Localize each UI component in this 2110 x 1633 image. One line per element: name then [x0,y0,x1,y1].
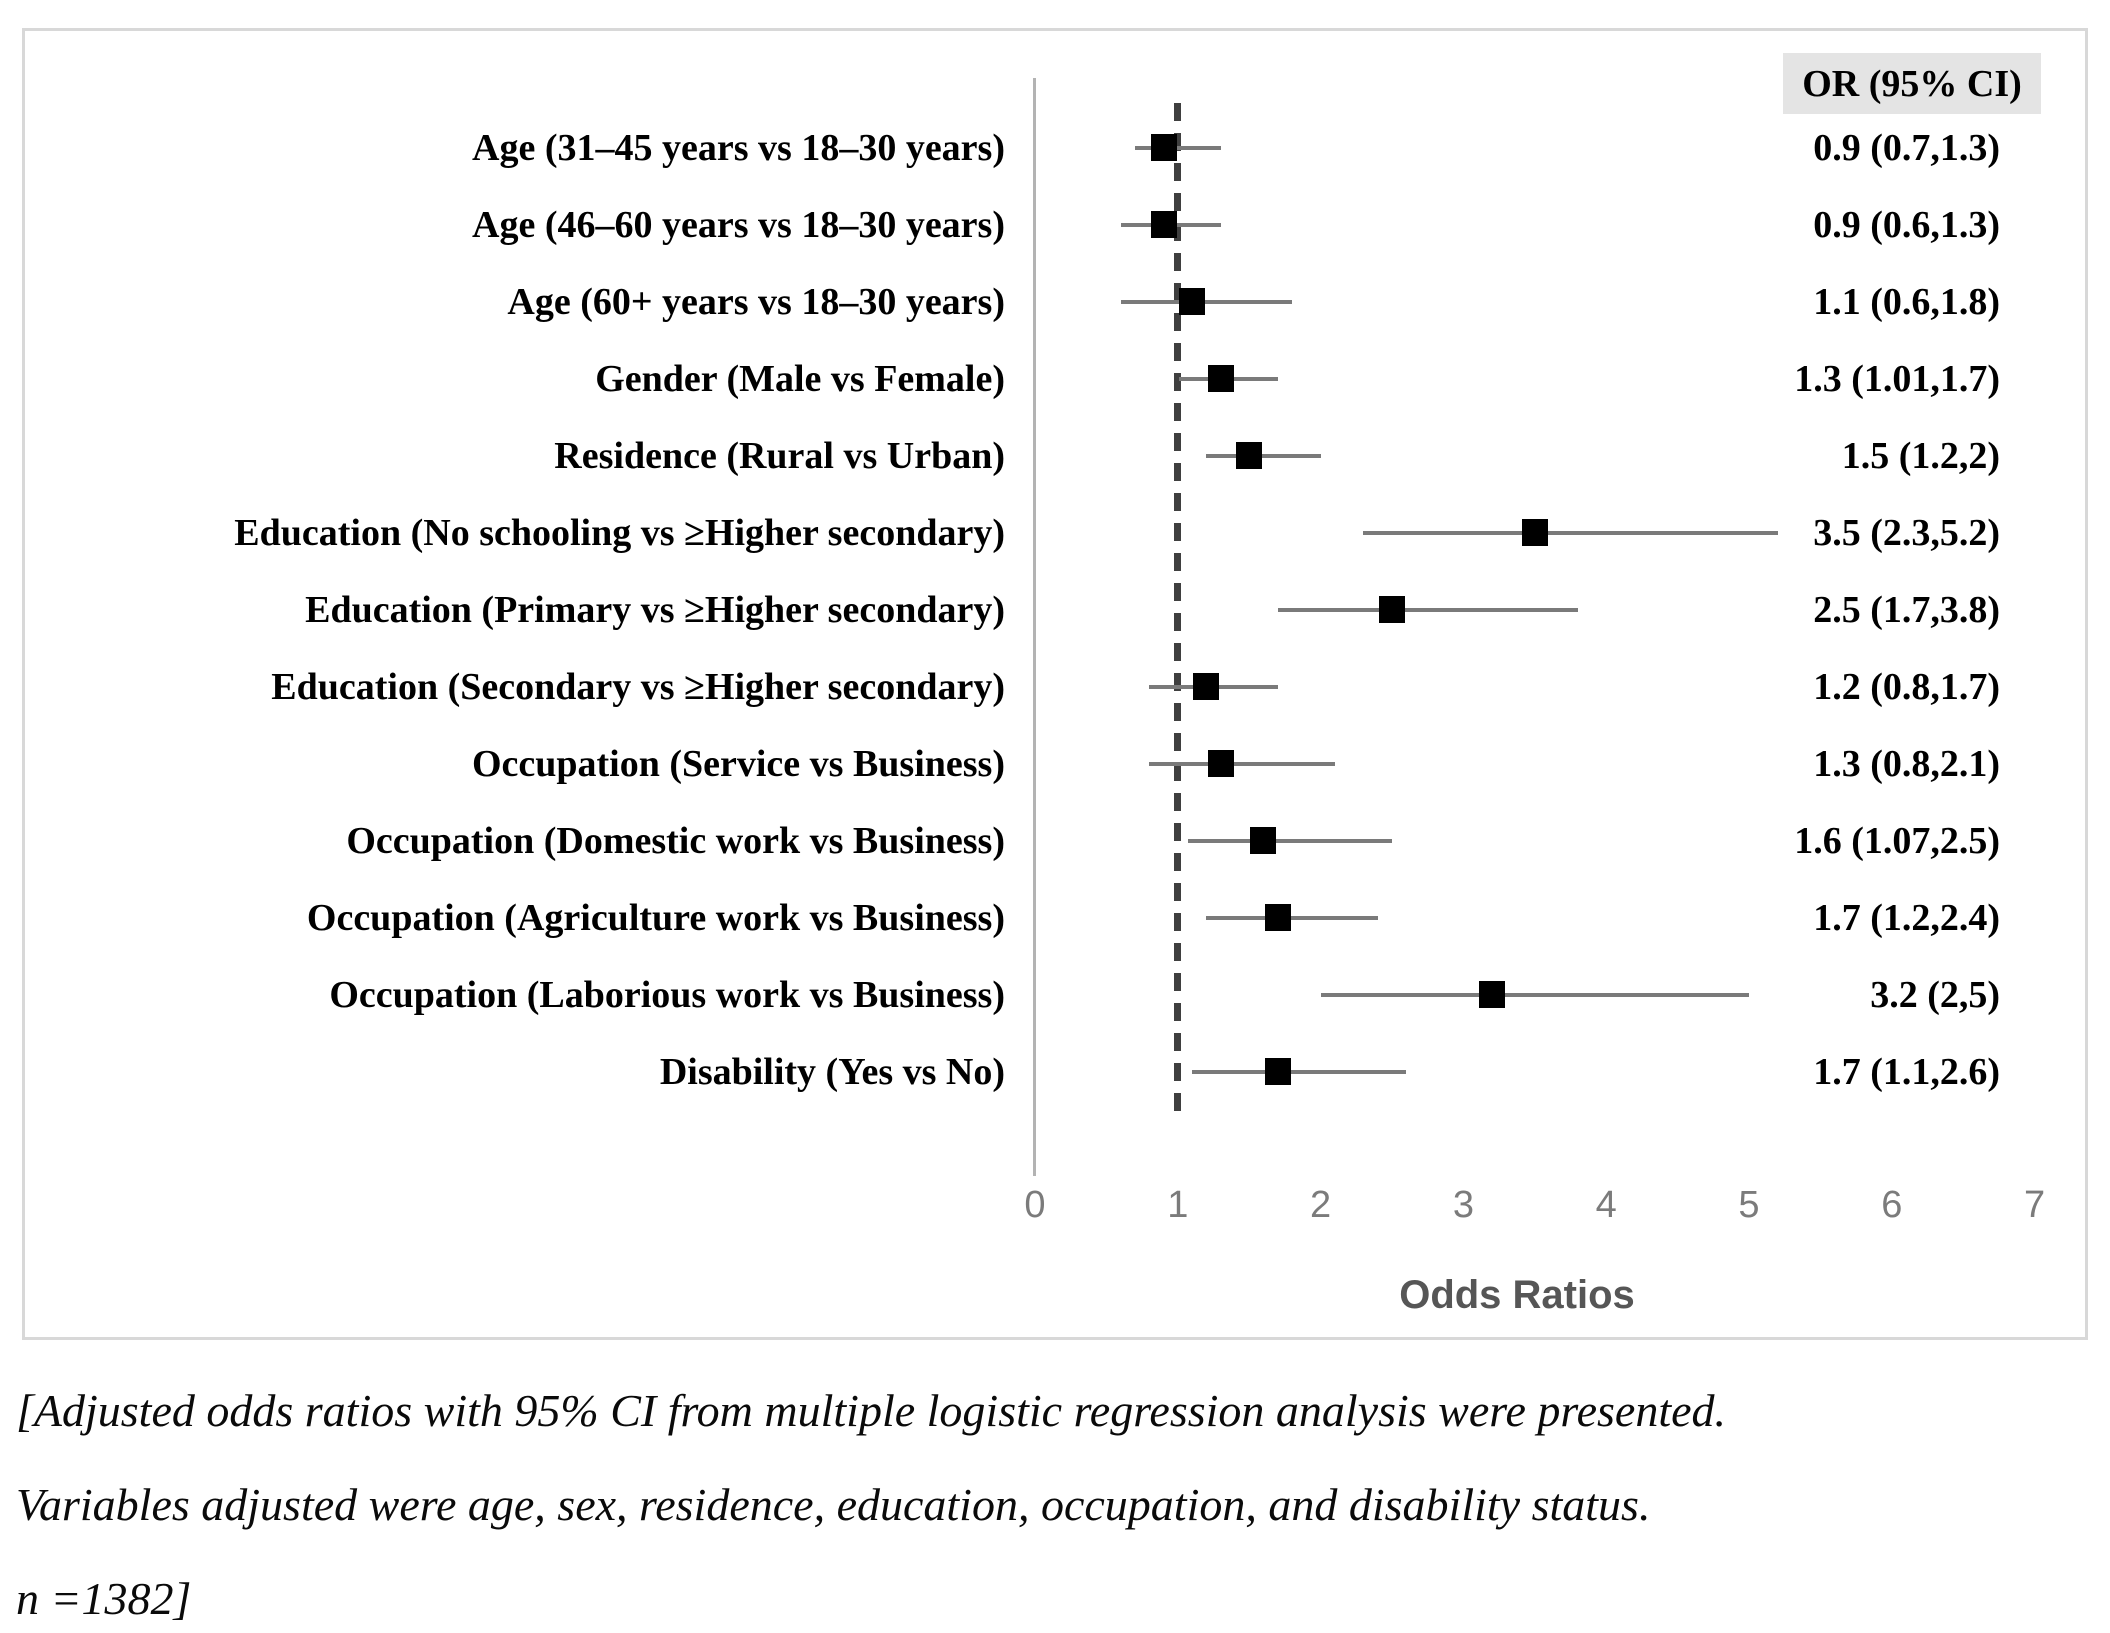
row-label: Age (46–60 years vs 18–30 years) [472,204,1005,246]
or-marker [1150,134,1177,161]
ci-whisker [1187,839,1392,843]
or-marker [1379,596,1405,623]
row-label: Education (Secondary vs ≥Higher secondar… [271,666,1005,708]
row-label: Education (Primary vs ≥Higher secondary) [305,589,1005,631]
row-label: Gender (Male vs Female) [595,358,1005,400]
row-label: Age (31–45 years vs 18–30 years) [472,127,1005,169]
or-marker [1193,673,1220,700]
or-ci-value: 1.7 (1.1,2.6) [1813,1051,2000,1093]
x-axis-tick-label: 4 [1595,1184,1617,1226]
or-ci-value: 0.9 (0.6,1.3) [1813,204,2000,246]
x-axis-tick-label: 1 [1167,1184,1189,1226]
row-label: Residence (Rural vs Urban) [554,435,1005,477]
x-axis-tick-label: 3 [1452,1184,1474,1226]
x-axis-tick-label: 2 [1310,1184,1332,1226]
ci-whisker [1363,531,1778,535]
or-ci-value: 1.2 (0.8,1.7) [1813,666,2000,708]
or-ci-value: 1.3 (0.8,2.1) [1813,743,2000,785]
or-ci-value: 1.6 (1.07,2.5) [1794,820,2000,862]
ci-whisker [1277,608,1578,612]
ci-whisker [1206,916,1378,920]
row-label: Occupation (Laborious work vs Business) [329,974,1005,1016]
ci-whisker [1192,1070,1407,1074]
or-ci-value: 1.3 (1.01,1.7) [1794,358,2000,400]
x-axis-tick-label: 7 [2024,1184,2046,1226]
or-marker [1521,519,1548,546]
row-label: Occupation (Agriculture work vs Business… [306,897,1005,939]
reference-line-or-1 [1174,103,1182,1113]
row-label: Occupation (Domestic work vs Business) [346,820,1005,862]
or-ci-value: 3.2 (2,5) [1870,974,2000,1016]
row-label: Disability (Yes vs No) [659,1051,1005,1093]
x-axis-tick-label: 5 [1738,1184,1760,1226]
row-label: Age (60+ years vs 18–30 years) [507,281,1005,323]
ci-whisker [1149,762,1335,766]
ci-whisker [1134,146,1221,150]
or-marker [1150,211,1177,238]
or-marker [1478,981,1505,1008]
row-label: Education (No schooling vs ≥Higher secon… [234,512,1005,554]
ci-whisker [1206,454,1321,458]
or-ci-value: 1.5 (1.2,2) [1841,435,2000,477]
caption-line-2: Variables adjusted were age, sex, reside… [16,1479,1651,1530]
or-ci-value: 1.1 (0.6,1.8) [1813,281,2000,323]
or-marker [1179,288,1206,315]
caption-line-3: n =1382] [16,1573,192,1624]
or-marker [1207,365,1234,392]
or-ci-value: 2.5 (1.7,3.8) [1813,589,2000,631]
x-axis-tick-label: 6 [1881,1184,1903,1226]
or-ci-value: 0.9 (0.7,1.3) [1813,127,2000,169]
or-ci-value: 1.7 (1.2,2.4) [1813,897,2000,939]
ci-whisker [1120,300,1293,304]
caption-line-1: [Adjusted odds ratios with 95% CI from m… [16,1385,1727,1436]
or-ci-value: 3.5 (2.3,5.2) [1813,512,2000,554]
or-marker [1264,1058,1291,1085]
or-marker [1250,827,1277,854]
y-axis-line [1033,78,1036,1176]
or-marker [1264,904,1291,931]
row-label: Occupation (Service vs Business) [471,743,1005,785]
or-marker [1236,442,1263,469]
ci-whisker [1320,993,1749,997]
or-marker [1207,750,1234,777]
or-ci-column-header: OR (95% CI) [1783,53,2041,114]
forest-plot-panel: OR (95% CI) Odds Ratios Age (31–45 years… [22,28,2088,1340]
x-axis-title: Odds Ratios [1399,1273,1635,1317]
x-axis-tick-label: 0 [1024,1184,1046,1226]
